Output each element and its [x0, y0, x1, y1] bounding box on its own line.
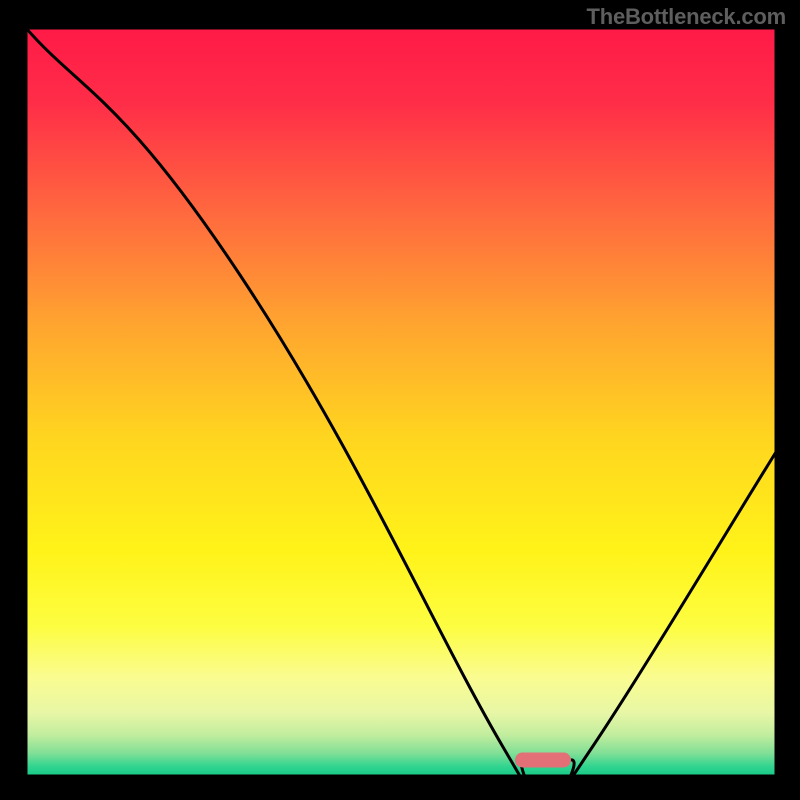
chart-container: { "watermark": { "text": "TheBottleneck.… [0, 0, 800, 800]
optimal-marker [515, 753, 571, 768]
bottleneck-chart [0, 0, 800, 800]
watermark-text: TheBottleneck.com [586, 4, 786, 30]
